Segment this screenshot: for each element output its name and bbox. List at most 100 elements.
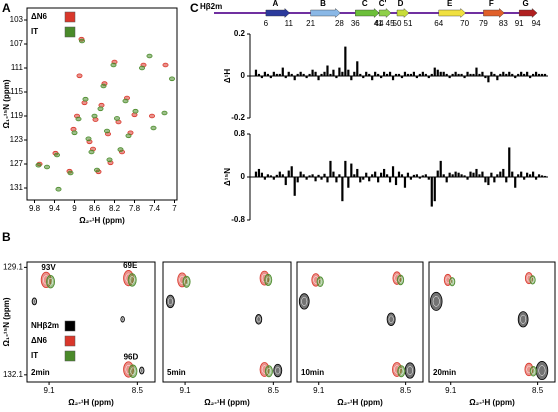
bar	[493, 177, 496, 183]
bar	[460, 174, 463, 177]
peak-contour	[450, 279, 454, 285]
peak-contour	[167, 297, 173, 306]
bar	[487, 177, 490, 186]
bar	[505, 177, 508, 183]
bar	[442, 174, 445, 177]
peak-contour	[32, 299, 36, 304]
x-tick-label: 8.6	[89, 204, 101, 213]
bar	[385, 174, 389, 177]
bar	[350, 76, 353, 81]
bar	[299, 71, 302, 76]
bar	[368, 177, 371, 182]
bar	[427, 177, 430, 180]
x-tick-label: 9.1	[313, 386, 325, 395]
peak	[82, 96, 89, 102]
peak	[429, 291, 443, 311]
bar	[409, 73, 413, 76]
peak	[54, 152, 61, 158]
peak-contour	[140, 368, 144, 373]
legend-swatch	[64, 320, 76, 332]
bar	[478, 73, 481, 76]
x-tick-label: 8.5	[268, 386, 280, 395]
bar	[490, 172, 493, 177]
bar	[526, 71, 529, 76]
x-tick-label: 8.5	[532, 386, 544, 395]
y-tick-label: 132.1	[3, 370, 24, 379]
bar	[540, 175, 544, 177]
strand	[310, 8, 341, 18]
strand-start: 79	[479, 19, 488, 28]
legend-label: ΔN6	[31, 12, 48, 21]
strand	[518, 8, 538, 18]
peak	[127, 273, 137, 287]
bar	[508, 71, 511, 76]
peak	[165, 294, 175, 309]
bar	[266, 73, 269, 76]
x-tick-label: 8.5	[400, 386, 412, 395]
peak	[106, 157, 113, 163]
bar	[430, 73, 433, 76]
bar	[281, 67, 284, 76]
peak	[264, 365, 273, 378]
bar	[499, 171, 502, 177]
peak	[44, 164, 51, 170]
strand	[355, 8, 380, 18]
bar	[365, 71, 368, 76]
bar	[287, 71, 290, 76]
bar	[326, 177, 329, 183]
y-axis-label: Ω₁-¹⁵N (ppm)	[2, 297, 11, 346]
bar	[454, 171, 457, 177]
peak-contour	[129, 276, 135, 284]
peak-contour	[266, 367, 272, 375]
bar	[445, 177, 448, 183]
peak-label: 93V	[41, 263, 56, 272]
plot-frame	[162, 261, 292, 383]
bar	[397, 73, 401, 76]
bar	[436, 170, 439, 177]
bar	[275, 174, 278, 177]
bar	[424, 174, 427, 177]
peak	[146, 53, 153, 59]
bar	[463, 175, 466, 177]
bar	[391, 166, 395, 177]
peak-label: 69E	[123, 261, 138, 270]
panel-label: A	[2, 1, 11, 15]
bar	[388, 71, 392, 76]
bar	[305, 76, 308, 79]
strand-end: 51	[404, 19, 413, 28]
bar	[266, 174, 269, 177]
peak	[148, 113, 155, 119]
bar	[409, 177, 413, 180]
bar	[430, 177, 433, 207]
bar	[356, 168, 359, 177]
x-axis-label: Ω₂-¹H (ppm)	[337, 398, 383, 407]
bar	[424, 73, 427, 76]
peak-contour	[301, 296, 308, 306]
bar	[362, 76, 365, 79]
bar	[287, 170, 290, 177]
bar	[433, 177, 436, 202]
peak	[76, 73, 83, 79]
bar	[377, 73, 380, 76]
bar	[412, 71, 415, 76]
y-tick-label: 131	[10, 183, 24, 192]
peak	[161, 110, 168, 116]
bar	[308, 73, 311, 76]
bar	[469, 171, 472, 177]
panel-title: 5min	[167, 368, 186, 377]
x-axis-label: Ω₂-¹H (ppm)	[469, 398, 515, 407]
peak	[150, 125, 157, 131]
strand-end: 94	[532, 19, 541, 28]
bar	[540, 73, 544, 76]
x-tick-label: 7.4	[149, 204, 161, 213]
bar	[469, 73, 472, 76]
peak-contour	[184, 278, 189, 286]
peak	[138, 65, 145, 71]
bar	[502, 168, 505, 177]
sequence-label: Hβ2m	[200, 2, 222, 11]
bar	[278, 73, 281, 76]
peak	[132, 108, 139, 114]
bar	[400, 174, 404, 177]
peak-contour	[256, 316, 261, 323]
y-tick-label: 111	[11, 63, 24, 72]
